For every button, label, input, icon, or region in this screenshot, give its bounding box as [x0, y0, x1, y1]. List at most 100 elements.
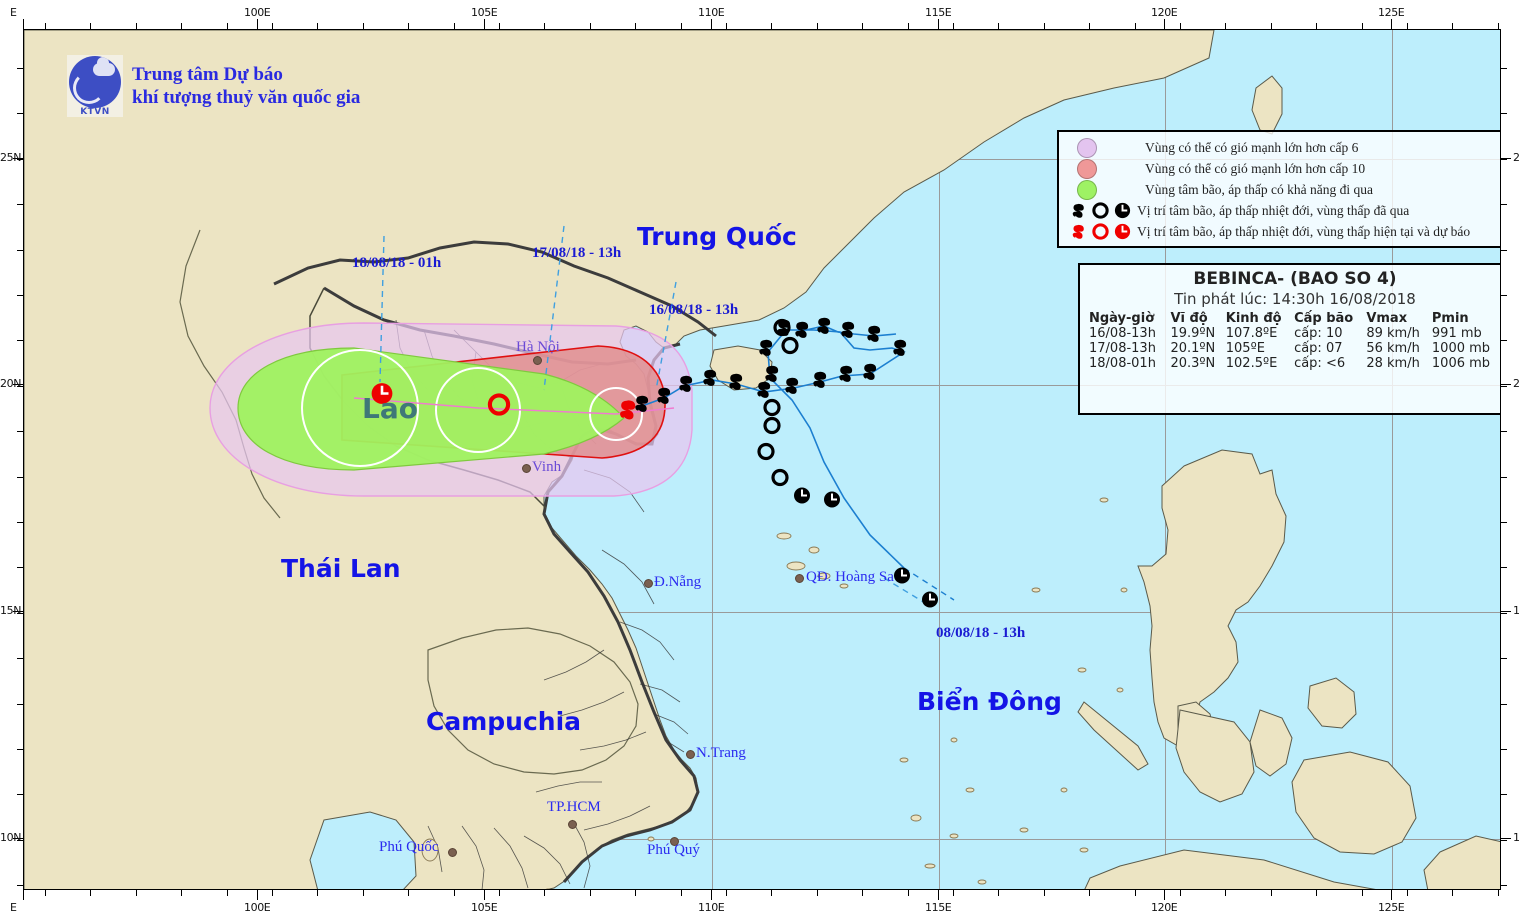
lon-tick-major: [1391, 19, 1392, 29]
forecast-table: Ngày-giờ Vĩ độ Kinh độ Cấp bão Vmax Pmin 16/0…: [1088, 311, 1500, 371]
legend-symbol: [1065, 201, 1137, 220]
forecast-cell: 1006 mb: [1431, 356, 1491, 371]
lat-tick-minor: [1501, 794, 1507, 795]
lat-tick-minor: [1501, 477, 1507, 478]
lon-tick-minor: [408, 890, 409, 896]
country-label: Biển Đông: [917, 687, 1062, 716]
lon-tick-minor: [1180, 890, 1181, 896]
legend-label: Vùng có thể có gió mạnh lớn hơn cấp 6: [1145, 139, 1359, 155]
lat-tick-minor: [17, 204, 23, 205]
lat-tick-minor: [1501, 340, 1507, 341]
lat-tick-minor: [17, 658, 23, 659]
tropical-depression-icon: [1092, 223, 1109, 240]
typhoon-icon: [813, 371, 827, 388]
lon-tick-major: [938, 19, 939, 29]
lat-tick-minor: [17, 340, 23, 341]
lat-tick-minor: [1501, 885, 1507, 886]
legend-color-swatch: [1077, 158, 1097, 179]
country-label: Lao: [362, 392, 418, 425]
tropical-depression-icon: [773, 318, 791, 337]
lon-tick-minor: [953, 23, 954, 29]
logo-acronym: KTVN: [80, 107, 110, 117]
lat-tick-minor: [1501, 704, 1507, 705]
lon-axis-label: 105E: [471, 6, 498, 19]
past-depression-position: [762, 398, 782, 423]
lon-tick-minor: [1498, 23, 1499, 29]
mainland-asia-land: [24, 30, 1215, 889]
forecast-position-tropical-depression: [486, 392, 512, 423]
lon-tick-minor: [45, 23, 46, 29]
lon-tick-minor: [454, 890, 455, 896]
past-typhoon-position: [699, 367, 721, 394]
typhoon-icon: [839, 365, 853, 382]
palawan-island: [1077, 701, 1149, 771]
agency-name-line2: khí tượng thuỷ văn quốc gia: [132, 87, 361, 108]
lon-tick-minor: [1407, 23, 1408, 29]
lon-tick-minor: [1135, 890, 1136, 896]
past-depression-position: [762, 416, 782, 441]
legend-label: Vùng có thể có gió mạnh lớn hơn cấp 10: [1145, 160, 1366, 176]
lon-tick-minor: [1225, 23, 1226, 29]
lon-tick-minor: [862, 23, 863, 29]
tropical-depression-icon: [781, 336, 799, 355]
forecast-cell: 991 mb: [1431, 326, 1482, 341]
forecast-cell: 20.1ºN: [1170, 341, 1216, 356]
past-typhoon-position: [809, 369, 831, 396]
lon-axis-label: 110E: [698, 901, 725, 914]
country-label: Campuchia: [426, 707, 582, 736]
city-label: Vinh: [532, 459, 562, 475]
lat-axis-label: 15N: [1513, 604, 1519, 617]
past-typhoon-position: [631, 393, 653, 420]
typhoon-icon: [893, 339, 907, 356]
low-pressure-icon: [1114, 202, 1131, 219]
lon-tick-minor: [817, 23, 818, 29]
lon-tick-major: [938, 890, 939, 900]
lat-tick-minor: [1501, 431, 1507, 432]
legend-symbol: [1065, 158, 1145, 179]
past-low-position: [822, 490, 842, 515]
panay-island: [1175, 709, 1255, 803]
typhoon-icon: [635, 395, 649, 412]
forecast-cell: 20.3ºN: [1170, 356, 1216, 371]
lon-tick-minor: [726, 890, 727, 896]
lon-tick-minor: [181, 23, 182, 29]
city-label: Cà Mau: [521, 889, 569, 890]
lat-tick-major: [13, 158, 23, 159]
typhoon-icon: [1072, 224, 1084, 239]
past-depression-position: [772, 318, 792, 343]
negros-island: [1249, 709, 1293, 777]
lon-tick-minor: [1135, 23, 1136, 29]
lat-tick-minor: [17, 477, 23, 478]
weather-map-canvas: Trung Quốc Thái Lan Campuchia Biển Đông Lao H…: [23, 29, 1501, 890]
lon-tick-minor: [1044, 23, 1045, 29]
forecast-cell: 56 km/h: [1366, 341, 1420, 356]
lon-tick-major: [711, 890, 712, 900]
lon-axis-label: 120E: [1151, 901, 1178, 914]
forecast-position-low-pressure: [369, 381, 395, 412]
lon-tick-minor: [1225, 890, 1226, 896]
lat-tick-minor: [17, 885, 23, 886]
city-label: Đ.Nẵng: [654, 574, 702, 590]
legend-symbol: [1065, 179, 1145, 200]
city-marker-dot: [522, 464, 531, 473]
lon-tick-minor: [1498, 890, 1499, 896]
forecast-table-row: 18/08-01h 20.3ºN 102.5ºE cấp: <6 28 km/h 1006…: [1088, 356, 1500, 371]
lat-tick-minor: [17, 522, 23, 523]
typhoon-icon: [863, 363, 877, 380]
lon-tick-minor: [1362, 23, 1363, 29]
lon-tick-major: [1391, 890, 1392, 900]
graticule-meridian: [1165, 30, 1166, 889]
lon-tick-minor: [272, 890, 273, 896]
luzon-island: [1137, 449, 1287, 747]
lat-axis-label: 10N: [0, 831, 22, 844]
lat-tick-minor: [17, 159, 23, 160]
lon-tick-minor: [953, 890, 954, 896]
legend-color-swatch: [1077, 137, 1097, 158]
lon-tick-minor: [544, 890, 545, 896]
lon-tick-minor: [1271, 23, 1272, 29]
lat-tick-minor: [17, 295, 23, 296]
past-depression-position: [770, 468, 790, 493]
forecast-cell: cấp: <6: [1294, 356, 1346, 371]
tropical-depression-icon: [763, 416, 781, 435]
legend-symbol: [1065, 222, 1137, 241]
